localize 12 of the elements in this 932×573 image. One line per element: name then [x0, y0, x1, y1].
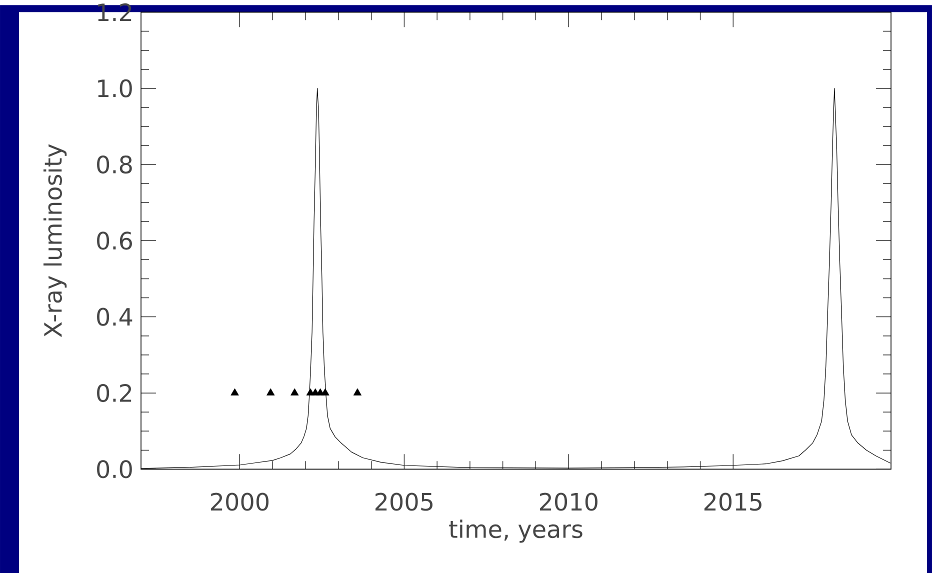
- x-axis-title: time, years: [449, 520, 582, 543]
- x-tick-label: 2015: [704, 492, 762, 511]
- y-tick-label: 0.6: [97, 232, 132, 250]
- x-tick-label: 2010: [540, 492, 598, 511]
- y-tick-label: 0.0: [97, 460, 132, 478]
- y-tick-label: 0.2: [97, 384, 132, 402]
- y-axis-title: X-ray luminosity: [43, 144, 67, 337]
- y-tick-label: 1.0: [98, 79, 132, 98]
- x-tick-label: 2005: [375, 492, 432, 511]
- y-tick-label: 0.4: [97, 308, 132, 326]
- x-tick-label: 2000: [211, 492, 269, 511]
- y-tick-label: 0.8: [97, 155, 132, 174]
